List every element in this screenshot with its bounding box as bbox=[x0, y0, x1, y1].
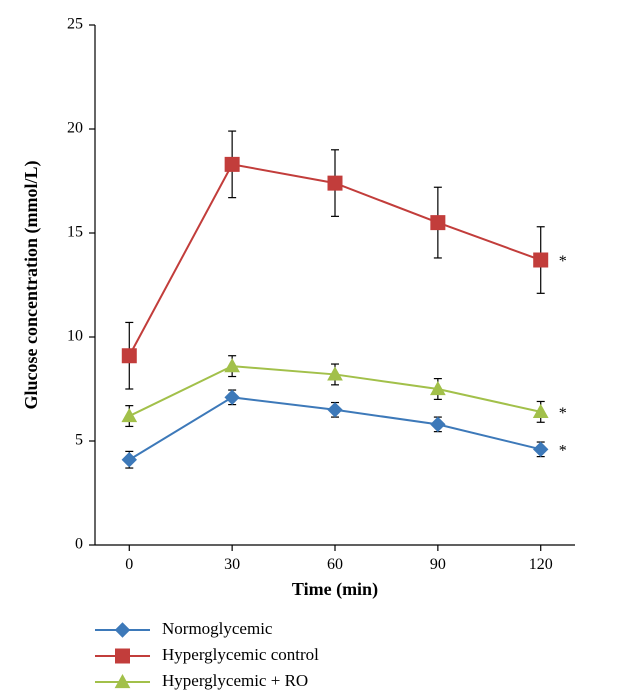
x-tick-label: 30 bbox=[224, 556, 240, 573]
x-axis-label: Time (min) bbox=[292, 579, 378, 600]
y-axis-label: Glucose concentration (mmol/L) bbox=[21, 161, 42, 410]
series-annotation: * bbox=[559, 442, 567, 459]
glucose-line-chart: 0 5 10 15 20 25 0 30 60 90 120 Time (min) Glucose co… bbox=[0, 0, 622, 690]
y-tick-label: 25 bbox=[67, 16, 83, 33]
chart-container: 0 5 10 15 20 25 0 30 60 90 120 Time (min) Glucose co… bbox=[0, 0, 622, 690]
y-tick-label: 0 bbox=[75, 536, 83, 553]
y-tick-label: 20 bbox=[67, 120, 83, 137]
x-tick-label: 120 bbox=[529, 556, 553, 573]
y-tick-label: 5 bbox=[75, 432, 83, 449]
y-tick-label: 10 bbox=[67, 328, 83, 345]
legend-label: Hyperglycemic control bbox=[162, 645, 319, 664]
legend-label: Hyperglycemic + RO bbox=[162, 671, 308, 690]
y-tick-label: 15 bbox=[67, 224, 83, 241]
legend-label: Normoglycemic bbox=[162, 619, 273, 638]
x-tick-label: 90 bbox=[430, 556, 446, 573]
series-annotation: * bbox=[559, 253, 567, 270]
x-tick-label: 60 bbox=[327, 556, 343, 573]
series-annotation: * bbox=[559, 405, 567, 422]
x-tick-label: 0 bbox=[125, 556, 133, 573]
